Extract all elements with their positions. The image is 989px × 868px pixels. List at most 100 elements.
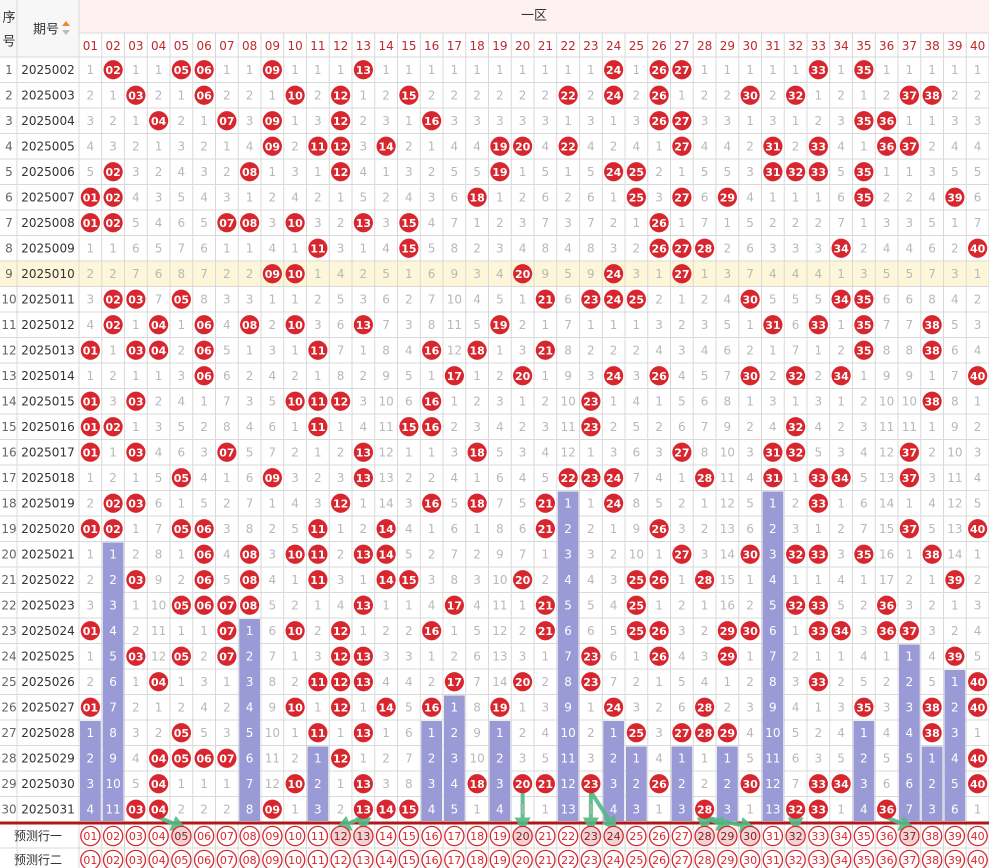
- miss-count: 9: [883, 369, 891, 383]
- hit-ball-label: 33: [811, 166, 826, 179]
- miss-count: 11: [265, 751, 280, 765]
- hit-ball-label: 24: [606, 268, 622, 281]
- miss-count: 5: [200, 216, 208, 230]
- hit-ball: [399, 799, 419, 819]
- miss-count: 1: [200, 114, 208, 128]
- miss-count: 3: [701, 114, 709, 128]
- hit-ball-label: 16: [424, 701, 440, 714]
- hit-ball: [331, 111, 351, 131]
- hit-ball: [376, 799, 396, 819]
- miss-count: 1: [223, 139, 231, 153]
- miss-count: 7: [633, 471, 641, 485]
- miss-count: 2: [246, 267, 254, 281]
- miss-count: 3: [815, 394, 823, 408]
- seq-cell: 27: [1, 726, 16, 740]
- seq-cell: 25: [1, 675, 16, 689]
- miss-bar-count: 9: [769, 700, 777, 714]
- prediction-ball-label: 01: [83, 830, 97, 843]
- prediction-ball-label: 07: [220, 830, 234, 843]
- miss-count: 2: [87, 573, 95, 587]
- miss-count: 1: [291, 114, 299, 128]
- miss-count: 2: [291, 751, 299, 765]
- miss-count: 7: [223, 394, 231, 408]
- miss-count: 2: [610, 139, 618, 153]
- hit-ball: [877, 595, 897, 615]
- hit-ball: [194, 595, 214, 615]
- miss-count: 14: [879, 496, 894, 510]
- period-cell: 2025019: [21, 496, 74, 510]
- hit-ball-label: 11: [310, 523, 325, 536]
- miss-count: 2: [951, 624, 959, 638]
- miss-count: 2: [906, 190, 914, 204]
- miss-count: 1: [291, 241, 299, 255]
- miss-bar-count: 1: [678, 751, 686, 765]
- hit-ball: [422, 391, 442, 411]
- miss-count: 1: [405, 114, 413, 128]
- hit-ball-label: 33: [811, 497, 826, 510]
- miss-bar-count: 1: [428, 726, 436, 740]
- miss-count: 5: [701, 369, 709, 383]
- hit-ball: [695, 799, 715, 819]
- miss-count: 3: [792, 675, 800, 689]
- period-cell: 2025026: [21, 675, 74, 689]
- hit-ball-label: 38: [924, 701, 939, 714]
- hit-ball-label: 06: [196, 752, 212, 765]
- miss-count: 4: [246, 139, 254, 153]
- hit-ball: [968, 697, 988, 717]
- hit-ball: [604, 366, 624, 386]
- prediction-ball: [421, 849, 442, 868]
- miss-bar-count: 2: [314, 777, 322, 791]
- prediction-ball: [148, 849, 169, 868]
- miss-count: 2: [200, 649, 208, 663]
- sort-up-icon: [62, 21, 70, 26]
- hit-ball: [285, 315, 305, 335]
- hit-ball: [808, 799, 828, 819]
- hit-ball-label: 11: [310, 676, 325, 689]
- hit-ball: [80, 442, 100, 462]
- hit-ball: [968, 672, 988, 692]
- miss-bar-count: 3: [109, 598, 117, 612]
- miss-count: 1: [542, 63, 550, 77]
- miss-count: 5: [564, 267, 572, 281]
- hit-ball-label: 07: [219, 115, 234, 128]
- seq-header-char-1: 序: [2, 11, 15, 26]
- miss-count: 1: [360, 343, 368, 357]
- miss-bar-count: 13: [765, 802, 780, 816]
- miss-count: 8: [382, 343, 390, 357]
- number-header-18: 18: [469, 39, 484, 53]
- miss-count: 3: [337, 241, 345, 255]
- period-header-label: 期号: [33, 23, 59, 38]
- hit-ball: [968, 238, 988, 258]
- miss-count: 1: [769, 63, 777, 77]
- hit-ball-label: 29: [720, 625, 735, 638]
- hit-ball: [672, 238, 692, 258]
- miss-count: 8: [451, 241, 459, 255]
- period-cell: 2025020: [21, 522, 74, 536]
- miss-count: 7: [496, 496, 504, 510]
- miss-bar-count: 3: [246, 675, 254, 689]
- miss-bar-count: 3: [769, 547, 777, 561]
- miss-count: 3: [405, 496, 413, 510]
- hit-ball-label: 12: [333, 89, 348, 102]
- miss-count: 3: [974, 598, 982, 612]
- miss-bar-count: 2: [860, 751, 868, 765]
- miss-count: 4: [132, 190, 140, 204]
- prediction-ball: [398, 825, 420, 847]
- period-cell: 2025022: [21, 573, 74, 587]
- miss-count: 2: [815, 114, 823, 128]
- miss-count: 1: [291, 292, 299, 306]
- prediction-ball: [648, 825, 670, 847]
- hit-ball-label: 33: [811, 676, 826, 689]
- miss-count: 4: [155, 216, 163, 230]
- hit-ball: [786, 442, 806, 462]
- miss-count: 1: [724, 675, 732, 689]
- number-header-16: 16: [424, 39, 439, 53]
- hit-ball: [604, 289, 624, 309]
- hit-ball-label: 18: [469, 446, 484, 459]
- miss-count: 8: [428, 318, 436, 332]
- hit-ball-label: 04: [151, 803, 167, 816]
- hit-ball: [353, 60, 373, 80]
- hit-ball-label: 25: [629, 727, 644, 740]
- miss-count: 2: [928, 598, 936, 612]
- miss-count: 6: [337, 318, 345, 332]
